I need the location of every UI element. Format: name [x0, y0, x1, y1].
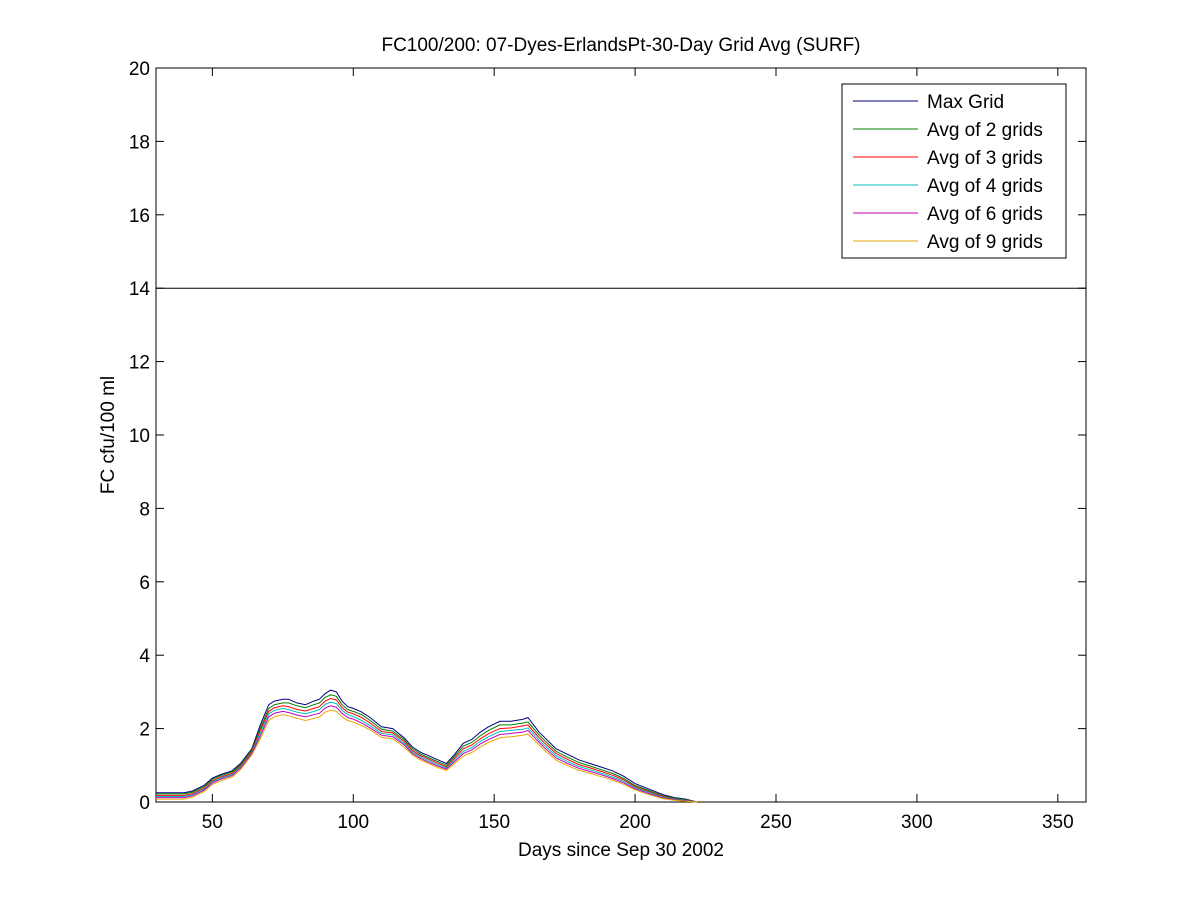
y-tick-label: 0	[139, 793, 150, 814]
series-line	[156, 694, 698, 803]
y-tick-label: 4	[139, 646, 150, 667]
series-lines	[156, 689, 698, 803]
y-tick-label: 14	[129, 279, 151, 300]
y-tick-label: 16	[129, 206, 150, 227]
y-tick-label: 2	[139, 720, 150, 741]
legend-label: Avg of 6 grids	[927, 204, 1043, 225]
series-line	[156, 705, 698, 803]
x-tick-label: 350	[1042, 812, 1074, 833]
legend-label: Avg of 9 grids	[927, 232, 1043, 253]
series-line	[156, 697, 698, 803]
y-tick-label: 8	[139, 499, 150, 520]
x-tick-label: 100	[337, 812, 369, 833]
x-tick-label: 50	[202, 812, 223, 833]
x-tick-label: 300	[901, 812, 933, 833]
legend-label: Avg of 4 grids	[927, 176, 1043, 197]
series-line	[156, 689, 698, 803]
x-axis-ticks: 50 100 150 200 250 300 350	[202, 68, 1074, 833]
y-tick-label: 12	[129, 353, 150, 374]
y-axis-ticks: 0 2 4 6 8 10 12 14 16 18 20	[129, 59, 1086, 814]
legend-label: Avg of 2 grids	[927, 120, 1043, 141]
legend-label: Max Grid	[927, 92, 1004, 113]
y-tick-label: 18	[129, 132, 150, 153]
legend-label: Avg of 3 grids	[927, 148, 1043, 169]
series-line	[156, 709, 698, 803]
legend-box	[841, 83, 1067, 259]
x-tick-label: 150	[478, 812, 510, 833]
chart-title: FC100/200: 07-Dyes-ErlandsPt-30-Day Grid…	[381, 35, 860, 56]
series-line	[156, 701, 698, 803]
x-axis-label: Days since Sep 30 2002	[518, 840, 724, 861]
y-tick-label: 20	[129, 59, 150, 80]
y-tick-label: 6	[139, 573, 150, 594]
y-axis-label: FC cfu/100 ml	[98, 376, 119, 494]
x-tick-label: 250	[760, 812, 792, 833]
x-tick-label: 200	[619, 812, 651, 833]
legend: Max Grid Avg of 2 grids Avg of 3 grids Avg …	[841, 83, 1067, 259]
y-tick-label: 10	[129, 426, 150, 447]
